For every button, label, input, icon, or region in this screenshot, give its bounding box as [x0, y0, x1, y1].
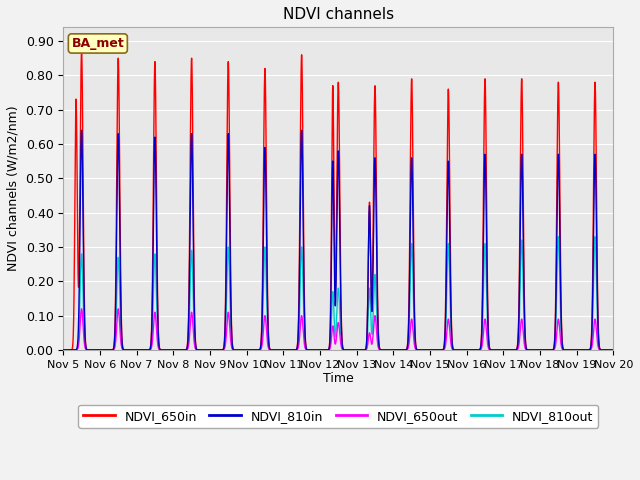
Legend: NDVI_650in, NDVI_810in, NDVI_650out, NDVI_810out: NDVI_650in, NDVI_810in, NDVI_650out, NDV… [78, 405, 598, 428]
X-axis label: Time: Time [323, 372, 354, 385]
Text: BA_met: BA_met [72, 37, 124, 50]
Y-axis label: NDVI channels (W/m2/nm): NDVI channels (W/m2/nm) [7, 106, 20, 271]
Title: NDVI channels: NDVI channels [283, 7, 394, 22]
